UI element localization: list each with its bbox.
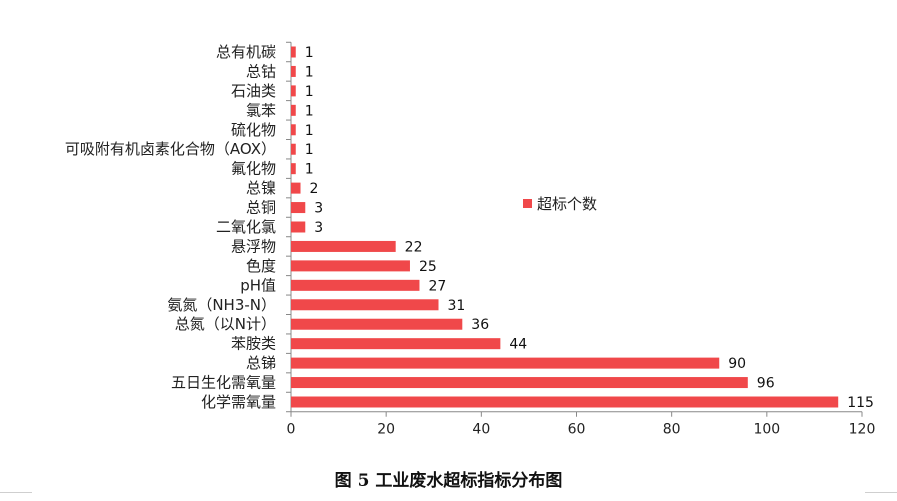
category-label: 硫化物 bbox=[231, 121, 276, 139]
bar bbox=[291, 182, 301, 194]
value-label: 27 bbox=[428, 278, 446, 294]
bar bbox=[291, 202, 306, 214]
value-label: 3 bbox=[314, 201, 323, 217]
category-label: 可吸附有机卤素化合物（AOX） bbox=[65, 140, 276, 158]
x-tick-label: 20 bbox=[377, 422, 395, 438]
category-label: 氟化物 bbox=[231, 160, 276, 178]
value-label: 1 bbox=[305, 45, 314, 61]
bar bbox=[291, 318, 463, 330]
x-axis-ticks: 0 20 40 60 80 100 120 bbox=[287, 411, 876, 438]
category-label: 二氧化氯 bbox=[216, 218, 276, 236]
page-corner-left bbox=[0, 492, 32, 501]
bar bbox=[291, 221, 306, 233]
value-label: 31 bbox=[448, 298, 466, 314]
bar bbox=[291, 143, 296, 155]
legend-swatch bbox=[523, 199, 532, 208]
category-label: 总铜 bbox=[246, 199, 276, 217]
bar bbox=[291, 240, 396, 252]
value-label: 1 bbox=[305, 162, 314, 178]
value-label: 90 bbox=[728, 356, 746, 372]
value-label: 1 bbox=[305, 123, 314, 139]
chart-axes bbox=[286, 41, 862, 413]
x-tick-label: 0 bbox=[287, 422, 296, 438]
bar bbox=[291, 163, 296, 175]
x-tick-label: 80 bbox=[663, 422, 681, 438]
value-label: 3 bbox=[314, 220, 323, 236]
category-label: 苯胺类 bbox=[231, 335, 276, 353]
value-label: 96 bbox=[757, 376, 775, 392]
legend-label: 超标个数 bbox=[537, 195, 597, 213]
bar bbox=[291, 46, 296, 58]
x-tick-label: 100 bbox=[753, 422, 780, 438]
page-corner-right bbox=[865, 492, 897, 501]
x-tick-label: 40 bbox=[472, 422, 490, 438]
category-label: 总锑 bbox=[246, 354, 276, 372]
category-label: 化学需氧量 bbox=[201, 393, 276, 411]
bar bbox=[291, 85, 296, 97]
value-label: 2 bbox=[310, 181, 319, 197]
bar bbox=[291, 65, 296, 77]
value-label: 1 bbox=[305, 84, 314, 100]
category-label: 氨氮（NH3-N） bbox=[167, 296, 276, 314]
chart-bars bbox=[291, 46, 839, 408]
bar bbox=[291, 357, 720, 369]
bar bbox=[291, 260, 410, 272]
category-label: 总钴 bbox=[246, 62, 276, 80]
legend: 超标个数 bbox=[523, 195, 597, 213]
bar bbox=[291, 299, 439, 311]
value-label: 1 bbox=[305, 64, 314, 80]
x-tick-label: 60 bbox=[568, 422, 586, 438]
figure-caption: 图 5 工业废水超标指标分布图 bbox=[334, 471, 563, 491]
bar bbox=[291, 396, 839, 408]
category-label: 石油类 bbox=[231, 82, 276, 100]
category-label: pH值 bbox=[240, 276, 276, 294]
value-label: 36 bbox=[471, 317, 489, 333]
bar bbox=[291, 104, 296, 116]
value-label: 1 bbox=[305, 103, 314, 119]
value-label: 115 bbox=[847, 395, 874, 411]
value-label: 1 bbox=[305, 142, 314, 158]
category-label: 总有机碳 bbox=[216, 43, 276, 61]
bar bbox=[291, 338, 501, 350]
value-label: 22 bbox=[405, 239, 423, 255]
category-label: 总氮（以N计） bbox=[175, 315, 276, 333]
category-label: 氯苯 bbox=[246, 101, 276, 119]
category-label: 悬浮物 bbox=[231, 237, 276, 255]
category-label: 五日生化需氧量 bbox=[171, 374, 276, 392]
bar bbox=[291, 124, 296, 136]
category-label: 色度 bbox=[246, 257, 276, 275]
value-label: 25 bbox=[419, 259, 437, 275]
bar bbox=[291, 377, 748, 389]
category-label: 总镍 bbox=[246, 179, 276, 197]
value-label: 44 bbox=[509, 337, 527, 353]
bar bbox=[291, 279, 420, 291]
x-tick-label: 120 bbox=[849, 422, 876, 438]
